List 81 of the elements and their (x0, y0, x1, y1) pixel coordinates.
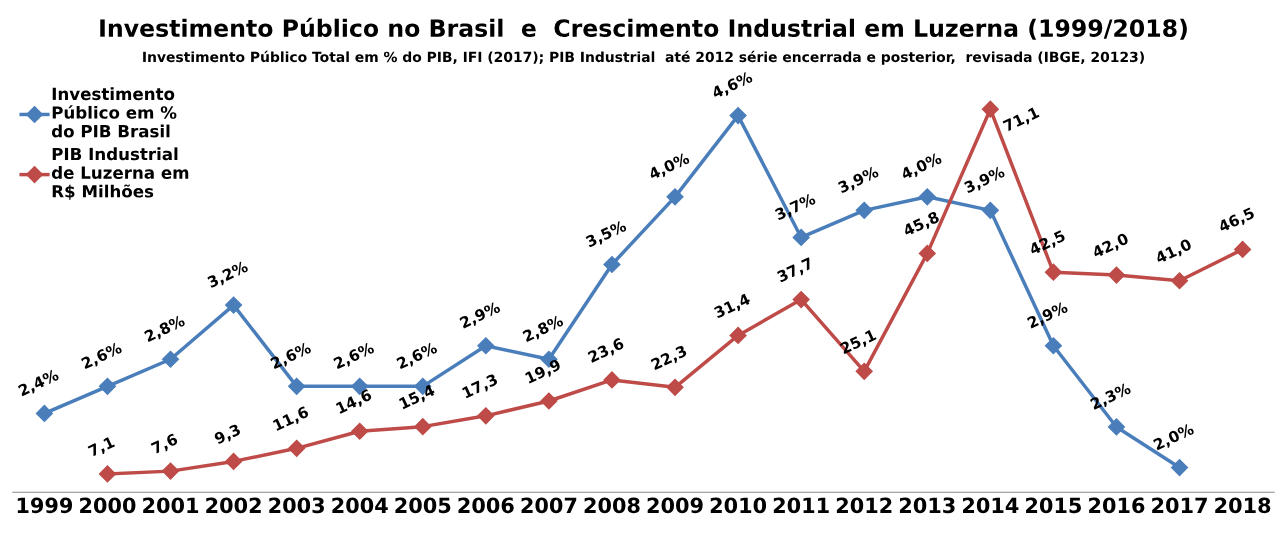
point (918, 188, 936, 206)
data-label: 17,3 (461, 373, 499, 401)
x-tick-label: 2018 (1215, 497, 1271, 514)
x-tick-label: 2011 (773, 497, 829, 514)
data-label: 22,3 (650, 344, 689, 373)
point (477, 407, 495, 425)
chart-subtitle: Investimento Público Total em % do PIB, IFI (2017); PIB Industrial até 2012 série encerrada e posterior, revisada (IBGE, 20123) (143, 50, 1144, 65)
data-label: 41,0 (1154, 238, 1194, 266)
point (666, 378, 684, 396)
point (855, 201, 873, 219)
point (288, 439, 306, 457)
x-tick-label: 2000 (80, 497, 136, 514)
point (1044, 337, 1062, 355)
point (729, 107, 747, 125)
point (603, 255, 621, 274)
legend-label: Investimento Público em % do PIB Brasil (51, 87, 177, 138)
data-label: 19,9 (524, 358, 563, 386)
point (1044, 263, 1062, 281)
data-label: 15,4 (398, 384, 437, 412)
data-label: 11,6 (272, 405, 311, 433)
x-tick-label: 2001 (143, 497, 199, 514)
point (729, 326, 747, 345)
data-label: 4,6% (710, 70, 754, 101)
x-tick-label: 2008 (584, 497, 640, 514)
point (1107, 266, 1126, 284)
x-tick-label: 2009 (647, 497, 703, 514)
point (98, 377, 117, 395)
point (540, 392, 558, 410)
point (981, 100, 999, 118)
point (35, 404, 53, 422)
point (918, 244, 936, 262)
point (1170, 272, 1189, 290)
point (225, 452, 243, 470)
x-tick-label: 2004 (332, 497, 388, 514)
point (161, 350, 180, 368)
x-tick-label: 2006 (458, 497, 514, 514)
point (225, 296, 243, 314)
x-tick-label: 2014 (963, 497, 1019, 514)
x-tick-label: 1999 (17, 497, 73, 514)
point (477, 337, 495, 355)
data-label: 7,6 (150, 432, 180, 456)
data-label: 23,6 (587, 337, 626, 365)
point (1234, 240, 1252, 258)
point (98, 465, 117, 483)
data-label: 4,0% (647, 152, 691, 182)
point (981, 201, 999, 219)
point (161, 462, 180, 480)
x-tick-label: 2017 (1152, 497, 1207, 514)
point (855, 362, 873, 380)
x-tick-label: 2002 (206, 497, 261, 514)
data-label: 42,0 (1091, 232, 1131, 260)
legend-label: PIB Industrial de Luzerna em R$ Milhões (51, 147, 189, 200)
point (666, 188, 684, 206)
point (792, 228, 810, 246)
data-label: 46,5 (1217, 206, 1256, 235)
x-tick-label: 2010 (710, 497, 767, 514)
data-label: 25,1 (839, 328, 878, 357)
x-tick-label: 2005 (395, 497, 451, 514)
chart-title: Investimento Público no Brasil e Crescimento Industrial em Luzerna (1999/2018) (100, 17, 1187, 40)
point (603, 371, 621, 389)
point (1107, 418, 1126, 436)
point (288, 377, 306, 395)
x-tick-label: 2015 (1026, 497, 1081, 514)
x-tick-label: 2013 (899, 497, 955, 514)
data-label: 7,1 (87, 436, 116, 459)
x-tick-label: 2003 (269, 497, 324, 514)
data-label: 9,3 (213, 423, 242, 447)
data-label: 14,6 (335, 388, 374, 416)
data-label: 4,0% (900, 152, 944, 182)
data-label: 42,5 (1028, 229, 1067, 258)
x-tick-label: 2016 (1089, 497, 1145, 514)
data-label: 37,7 (776, 257, 815, 285)
data-label: 71,1 (1002, 106, 1041, 134)
x-tick-label: 2007 (521, 497, 577, 514)
data-label: 45,8 (902, 210, 941, 239)
point (351, 422, 369, 440)
point (1170, 459, 1189, 477)
point (792, 291, 810, 309)
data-label: 31,4 (713, 292, 752, 321)
point (414, 418, 432, 436)
x-tick-label: 2012 (836, 497, 892, 514)
